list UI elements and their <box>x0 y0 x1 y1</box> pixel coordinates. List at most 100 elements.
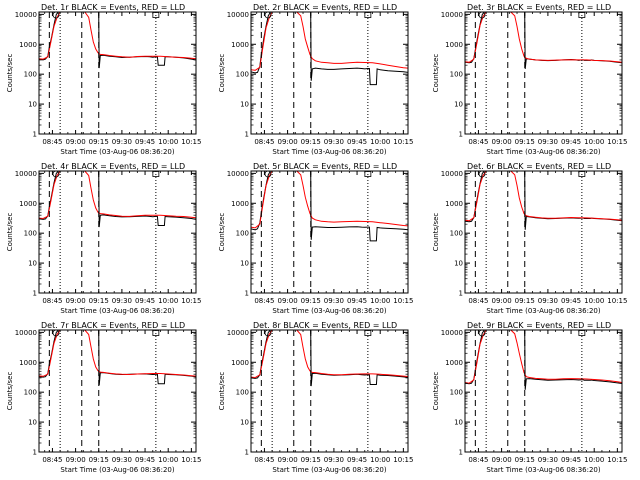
x-tick-label: 09:15 <box>515 456 535 464</box>
panel-title: Det. 1r BLACK = Events, RED = LLD <box>41 3 185 12</box>
y-tick-label: 100 <box>24 71 37 79</box>
x-tick-label: 10:00 <box>158 297 178 305</box>
y-tick-label: 10 <box>28 101 37 109</box>
series-events-line <box>251 171 408 242</box>
panel-title: Det. 8r BLACK = Events, RED = LLD <box>253 321 397 330</box>
y-tick-label: 10000 <box>227 329 249 337</box>
x-tick-label: 10:00 <box>370 297 390 305</box>
x-tick-label: 09:45 <box>135 138 155 146</box>
y-tick-label: 10 <box>240 419 249 427</box>
x-tick-label: 10:00 <box>370 456 390 464</box>
x-tick-label: 09:15 <box>515 138 535 146</box>
series-events-line <box>39 12 196 69</box>
x-axis-label: Start Time (03-Aug-06 08:36:20) <box>486 148 600 156</box>
x-tick-label: 10:00 <box>158 456 178 464</box>
y-tick-label: 10 <box>454 260 463 268</box>
x-tick-label: 09:15 <box>89 138 109 146</box>
x-axis-label: Start Time (03-Aug-06 08:36:20) <box>486 307 600 315</box>
x-tick-label: 09:45 <box>347 138 367 146</box>
x-tick-label: 09:30 <box>538 456 558 464</box>
x-tick-label: 09:15 <box>89 297 109 305</box>
x-tick-label: 08:45 <box>254 297 274 305</box>
panel-title: Det. 6r BLACK = Events, RED = LLD <box>467 162 611 171</box>
series-lld-line <box>251 171 408 229</box>
x-tick-label: 08:45 <box>42 138 62 146</box>
y-tick-label: 1000 <box>445 41 463 49</box>
y-axis-label: Counts/sec <box>6 213 14 252</box>
x-tick-label: 08:45 <box>254 138 274 146</box>
axes-frame <box>464 329 623 453</box>
y-tick-label: 10 <box>240 101 249 109</box>
panel-title: Det. 2r BLACK = Events, RED = LLD <box>253 3 397 12</box>
y-axis-label: Counts/sec <box>432 54 440 93</box>
y-tick-label: 1000 <box>19 200 37 208</box>
y-tick-label: 100 <box>450 71 463 79</box>
x-tick-label: 09:30 <box>112 456 132 464</box>
series-lld-line <box>465 171 622 222</box>
series-events-line <box>465 330 622 390</box>
y-tick-label: 10000 <box>441 170 463 178</box>
y-tick-label: 1 <box>245 290 249 298</box>
panel-title: Det. 4r BLACK = Events, RED = LLD <box>41 162 185 171</box>
x-tick-label: 08:45 <box>254 456 274 464</box>
axes-frame <box>250 329 409 453</box>
series-lld-line <box>465 12 622 63</box>
x-tick-label: 08:45 <box>468 138 488 146</box>
x-tick-label: 09:30 <box>324 138 344 146</box>
axes-frame <box>38 170 197 294</box>
axes-frame <box>38 11 197 135</box>
x-tick-label: 09:30 <box>538 297 558 305</box>
x-tick-label: 09:00 <box>491 297 511 305</box>
x-tick-label: 10:15 <box>607 138 627 146</box>
x-tick-label: 10:15 <box>393 138 413 146</box>
x-tick-label: 10:15 <box>393 456 413 464</box>
x-tick-label: 09:30 <box>538 138 558 146</box>
y-tick-label: 10000 <box>441 329 463 337</box>
y-tick-label: 10 <box>454 419 463 427</box>
x-tick-label: 08:45 <box>42 297 62 305</box>
x-tick-label: 09:45 <box>135 456 155 464</box>
x-tick-label: 08:45 <box>468 297 488 305</box>
y-tick-label: 100 <box>450 389 463 397</box>
axes-frame <box>464 11 623 135</box>
x-axis-label: Start Time (03-Aug-06 08:36:20) <box>60 148 174 156</box>
x-tick-label: 09:30 <box>112 138 132 146</box>
y-tick-label: 10000 <box>15 329 37 337</box>
x-tick-label: 08:45 <box>42 456 62 464</box>
x-tick-label: 09:45 <box>561 456 581 464</box>
x-tick-label: 10:15 <box>607 456 627 464</box>
x-tick-label: 09:15 <box>515 297 535 305</box>
y-axis-label: Counts/sec <box>432 213 440 252</box>
y-tick-label: 1 <box>459 290 463 298</box>
y-tick-label: 1 <box>459 131 463 139</box>
x-tick-label: 10:00 <box>370 138 390 146</box>
series-events-line <box>465 171 622 230</box>
y-tick-label: 10 <box>28 419 37 427</box>
x-tick-label: 09:30 <box>324 456 344 464</box>
y-axis-label: Counts/sec <box>432 372 440 411</box>
x-tick-label: 10:00 <box>158 138 178 146</box>
panel-title: Det. 7r BLACK = Events, RED = LLD <box>41 321 185 330</box>
panel-title: Det. 3r BLACK = Events, RED = LLD <box>467 3 611 12</box>
x-axis-label: Start Time (03-Aug-06 08:36:20) <box>272 466 386 474</box>
x-tick-label: 10:15 <box>607 297 627 305</box>
x-tick-label: 09:00 <box>277 456 297 464</box>
series-lld-line <box>251 12 408 71</box>
y-tick-label: 1 <box>245 131 249 139</box>
panel-det-3: Det. 3r BLACK = Events, RED = LLD 08:45 09… <box>432 3 627 156</box>
y-tick-label: 1 <box>33 290 37 298</box>
x-axis-label: Start Time (03-Aug-06 08:36:20) <box>272 148 386 156</box>
y-tick-label: 10 <box>454 101 463 109</box>
y-tick-label: 100 <box>236 71 249 79</box>
y-axis-label: Counts/sec <box>218 372 226 411</box>
x-tick-label: 09:45 <box>347 456 367 464</box>
x-tick-label: 09:00 <box>277 297 297 305</box>
x-tick-label: 09:00 <box>65 297 85 305</box>
x-tick-label: 09:45 <box>347 297 367 305</box>
x-tick-label: 09:15 <box>89 456 109 464</box>
